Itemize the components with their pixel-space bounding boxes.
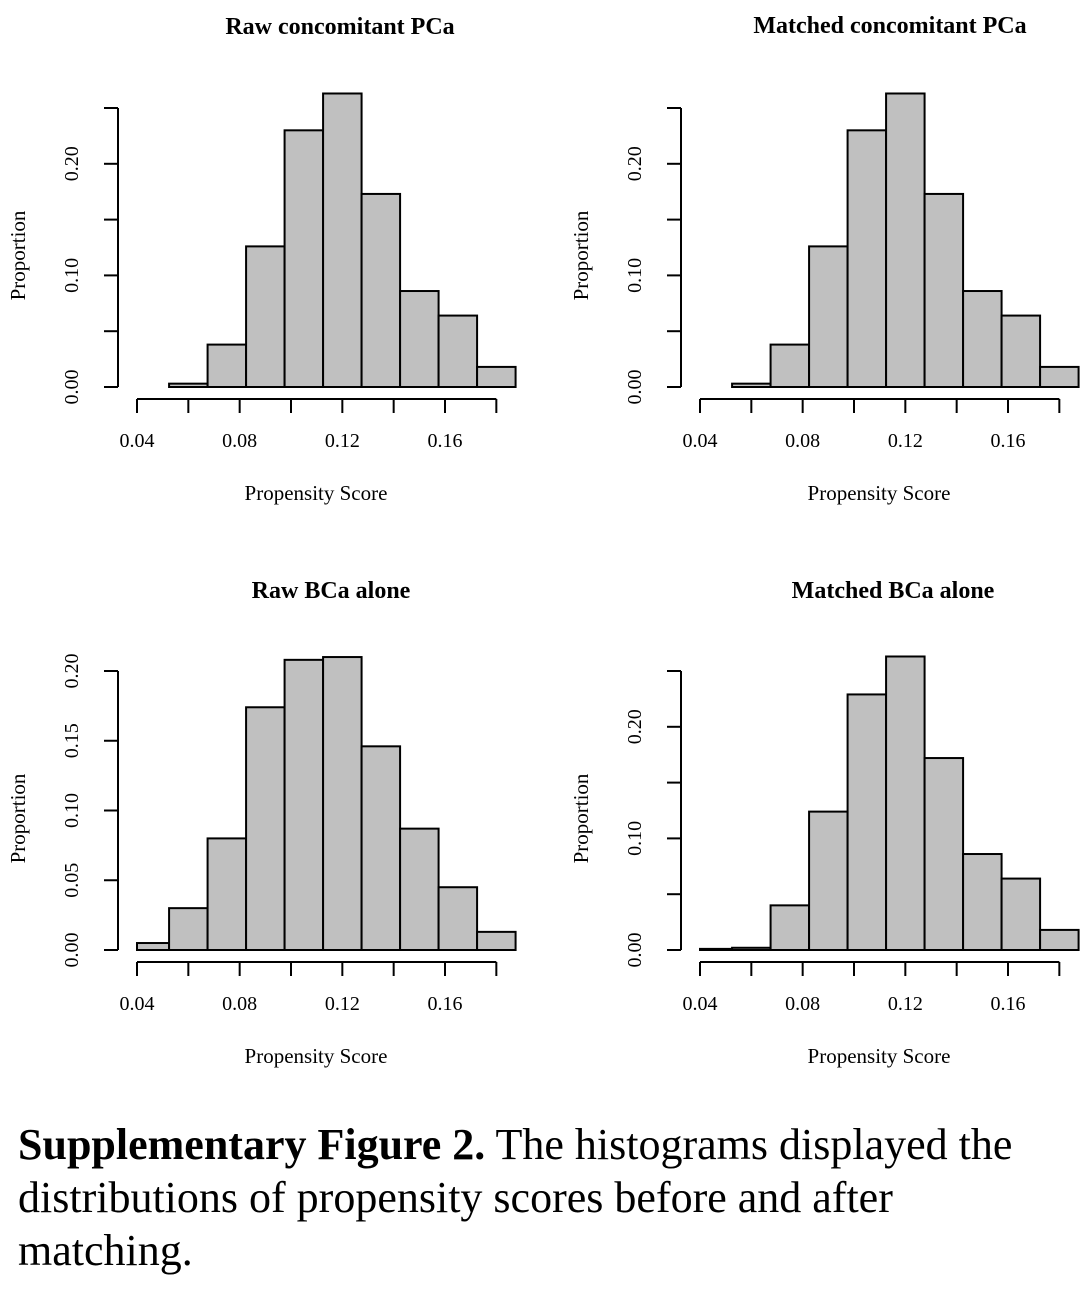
y-tick-label: 0.10 xyxy=(61,793,83,828)
histogram-bar xyxy=(168,382,209,389)
caption-text: The histograms displayed the distributio… xyxy=(18,1120,1013,1275)
x-axis-title: Propensity Score xyxy=(808,1044,951,1068)
histogram-bar xyxy=(731,946,772,952)
y-tick-label: 0.10 xyxy=(624,821,646,856)
x-tick-label: 0.16 xyxy=(428,430,463,452)
chart-title: Matched concomitant PCa xyxy=(753,13,1026,39)
histogram-bar xyxy=(769,904,811,951)
x-tick-label: 0.08 xyxy=(222,993,257,1015)
chart-title: Raw BCa alone xyxy=(252,578,411,604)
x-tick-label: 0.16 xyxy=(428,993,463,1015)
histogram-bar xyxy=(1039,365,1080,388)
caption-label: Supplementary Figure 2. xyxy=(18,1120,486,1169)
y-axis-title: Proportion xyxy=(569,773,593,863)
histogram-bar xyxy=(168,907,209,952)
x-tick-label: 0.04 xyxy=(120,430,155,452)
chart-title: Raw concomitant PCa xyxy=(225,14,454,40)
x-axis-title: Propensity Score xyxy=(245,1044,388,1068)
histogram-bar xyxy=(360,192,402,388)
figure-panels: Raw concomitant PCa 0.00 0.10 0.20 Proportio… xyxy=(6,13,1080,1068)
x-axis-title: Propensity Score xyxy=(245,481,388,505)
panel-matched-concomitant-pca: Matched concomitant PCa 0.00 0.10 0.20 Propo… xyxy=(569,13,1080,505)
y-tick-label: 0.00 xyxy=(624,370,646,405)
histogram-bar xyxy=(1000,877,1042,951)
figure-caption: Supplementary Figure 2. The histograms d… xyxy=(18,1118,1058,1277)
histogram-bar xyxy=(322,656,363,951)
histogram-bar xyxy=(808,245,849,388)
histogram-bar xyxy=(808,810,849,952)
histogram-bar xyxy=(769,343,811,389)
x-tick-label: 0.12 xyxy=(888,993,923,1015)
y-tick-label: 0.00 xyxy=(61,370,83,405)
panel-raw-bca-alone: Raw BCa alone 0.00 0.05 0.10 0.15 0.20 Proport… xyxy=(6,578,517,1068)
y-tick-label: 0.20 xyxy=(624,709,646,744)
histogram-bar xyxy=(476,930,517,951)
histogram-bar xyxy=(1039,928,1080,951)
x-tick-label: 0.12 xyxy=(325,430,360,452)
y-tick-label: 0.05 xyxy=(61,863,83,898)
histogram-bar xyxy=(846,129,888,388)
histogram-bar xyxy=(245,706,286,952)
panel-raw-concomitant-pca: Raw concomitant PCa 0.00 0.10 0.20 Proportio… xyxy=(6,14,517,505)
histogram-bar xyxy=(885,92,926,388)
y-tick-label: 0.00 xyxy=(624,933,646,968)
histogram-bar xyxy=(846,693,888,951)
x-axis-title: Propensity Score xyxy=(808,481,951,505)
y-tick-label: 0.10 xyxy=(61,258,83,293)
histogram-bar xyxy=(962,853,1003,951)
x-tick-label: 0.12 xyxy=(888,430,923,452)
histogram-bar xyxy=(437,886,479,951)
histogram-bar xyxy=(206,343,248,389)
x-tick-label: 0.16 xyxy=(991,430,1026,452)
x-tick-label: 0.16 xyxy=(991,993,1026,1015)
y-tick-label: 0.20 xyxy=(61,146,83,181)
x-tick-label: 0.04 xyxy=(683,993,718,1015)
histogram-bar xyxy=(322,92,363,388)
histogram-bar xyxy=(699,947,734,951)
panel-matched-bca-alone: Matched BCa alone 0.00 0.10 0.20 Proportion 0… xyxy=(569,578,1080,1068)
x-tick-label: 0.04 xyxy=(683,430,718,452)
histogram-bar xyxy=(476,365,517,388)
histogram-bar xyxy=(136,942,171,952)
histogram-bar xyxy=(283,129,325,388)
histogram-bar xyxy=(962,290,1003,388)
y-tick-label: 0.20 xyxy=(61,654,83,689)
chart-title: Matched BCa alone xyxy=(792,578,995,604)
y-axis-title: Proportion xyxy=(6,773,30,863)
histogram-bar xyxy=(923,192,965,388)
histogram-bar xyxy=(399,827,440,952)
y-tick-label: 0.15 xyxy=(61,723,83,758)
histogram-bar xyxy=(923,757,965,951)
x-tick-label: 0.08 xyxy=(785,993,820,1015)
x-tick-label: 0.08 xyxy=(222,430,257,452)
y-axis-title: Proportion xyxy=(6,210,30,300)
histogram-bar xyxy=(731,382,772,389)
x-tick-label: 0.12 xyxy=(325,993,360,1015)
histogram-bar xyxy=(360,745,402,952)
x-tick-label: 0.08 xyxy=(785,430,820,452)
histogram-bar xyxy=(437,314,479,388)
histogram-bar xyxy=(1000,314,1042,388)
y-tick-label: 0.20 xyxy=(624,146,646,181)
histogram-bar xyxy=(283,658,325,952)
y-axis-title: Proportion xyxy=(569,210,593,300)
y-tick-label: 0.00 xyxy=(61,933,83,968)
y-tick-label: 0.10 xyxy=(624,258,646,293)
histogram-bar xyxy=(399,290,440,388)
histogram-bar xyxy=(885,655,926,951)
histogram-bar xyxy=(245,245,286,388)
histogram-bar xyxy=(206,837,248,952)
x-tick-label: 0.04 xyxy=(120,993,155,1015)
